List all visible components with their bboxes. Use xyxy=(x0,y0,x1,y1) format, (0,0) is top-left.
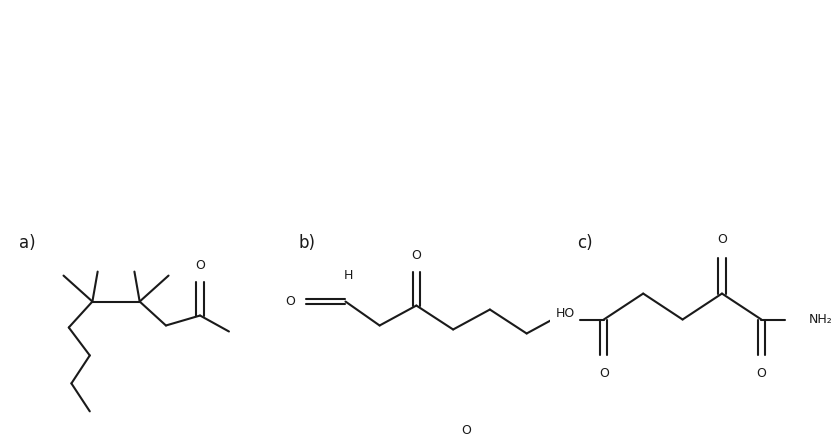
Text: O: O xyxy=(599,367,608,380)
Text: b): b) xyxy=(298,233,315,252)
Text: O: O xyxy=(195,259,205,272)
Text: O: O xyxy=(717,233,727,246)
Text: O: O xyxy=(286,295,295,308)
Text: NH₂: NH₂ xyxy=(809,313,832,326)
Text: H: H xyxy=(344,269,353,282)
Text: HO: HO xyxy=(556,307,575,320)
Text: c): c) xyxy=(577,233,593,252)
Text: O: O xyxy=(411,249,422,262)
Text: a): a) xyxy=(19,233,35,252)
Text: O: O xyxy=(757,367,766,380)
Text: O: O xyxy=(462,424,471,434)
